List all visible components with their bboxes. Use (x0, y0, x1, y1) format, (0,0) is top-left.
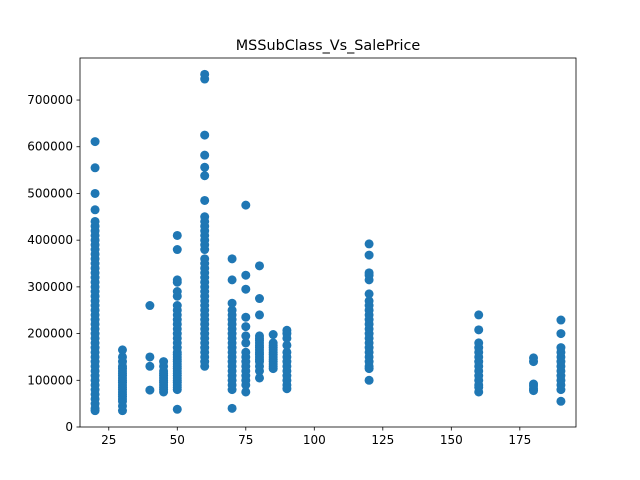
data-point (254, 261, 264, 271)
data-point (90, 188, 100, 198)
data-point (474, 338, 484, 348)
data-point (241, 387, 251, 397)
data-point (227, 254, 237, 264)
data-point (117, 352, 127, 362)
data-point (241, 338, 251, 348)
data-point (282, 325, 292, 335)
data-point (227, 298, 237, 308)
data-point (117, 345, 127, 355)
y-tick-label: 600000 (27, 140, 73, 154)
data-point (241, 270, 251, 280)
data-point (254, 331, 264, 341)
data-point (159, 357, 169, 367)
y-tick-label: 500000 (27, 186, 73, 200)
data-point (282, 340, 292, 350)
data-point (556, 329, 566, 339)
data-point (474, 310, 484, 320)
data-point (172, 275, 182, 285)
x-tick-label: 75 (238, 433, 253, 447)
data-point (200, 130, 210, 140)
y-tick-label: 200000 (27, 327, 73, 341)
data-point (364, 296, 374, 306)
data-point (90, 137, 100, 147)
data-point (254, 294, 264, 304)
data-point (364, 375, 374, 385)
data-point (172, 301, 182, 311)
data-point (90, 163, 100, 173)
data-point (200, 171, 210, 181)
data-point (364, 289, 374, 299)
data-point (227, 305, 237, 315)
data-point (172, 404, 182, 414)
data-point (200, 150, 210, 160)
data-point (227, 275, 237, 285)
data-point (90, 205, 100, 215)
data-point (200, 69, 210, 79)
chart-title: MSSubClass_Vs_SalePrice (236, 38, 421, 54)
plot-frame (79, 57, 577, 428)
y-tick-label: 100000 (27, 373, 73, 387)
data-point (254, 310, 264, 320)
data-point (200, 195, 210, 205)
x-tick-label: 125 (371, 433, 394, 447)
data-point (241, 331, 251, 341)
data-point (241, 347, 251, 357)
data-point (90, 216, 100, 226)
data-point (241, 322, 251, 332)
data-point (227, 403, 237, 413)
x-tick-label: 25 (101, 433, 116, 447)
data-point (254, 373, 264, 383)
data-point (282, 347, 292, 357)
x-tick-label: 50 (170, 433, 185, 447)
y-tick-label: 0 (65, 420, 73, 434)
data-point (172, 230, 182, 240)
x-tick-label: 100 (303, 433, 326, 447)
data-point (556, 343, 566, 353)
y-tick-label: 700000 (27, 93, 73, 107)
data-point (200, 254, 210, 264)
data-point (145, 352, 155, 362)
data-point (241, 284, 251, 294)
data-point (556, 315, 566, 325)
data-point (145, 385, 155, 395)
x-axis: 25 50 75 100 125 150 175 (101, 427, 531, 447)
x-tick-label: 175 (508, 433, 531, 447)
data-point (529, 379, 539, 389)
x-tick-label: 150 (440, 433, 463, 447)
y-tick-label: 300000 (27, 280, 73, 294)
y-tick-label: 400000 (27, 233, 73, 247)
data-point (556, 396, 566, 406)
data-point (364, 239, 374, 249)
data-point (172, 245, 182, 255)
data-point (200, 162, 210, 172)
points-layer (90, 69, 566, 416)
data-point (364, 250, 374, 260)
data-point (145, 361, 155, 371)
data-point (172, 287, 182, 297)
data-point (241, 200, 251, 210)
data-point (268, 330, 278, 340)
data-point (241, 312, 251, 322)
data-point (474, 325, 484, 335)
data-point (529, 353, 539, 363)
data-point (200, 212, 210, 222)
data-point (268, 338, 278, 348)
data-point (364, 268, 374, 278)
y-axis: 0 100000 200000 300000 400000 500000 600000 700… (27, 93, 80, 434)
data-point (145, 301, 155, 311)
